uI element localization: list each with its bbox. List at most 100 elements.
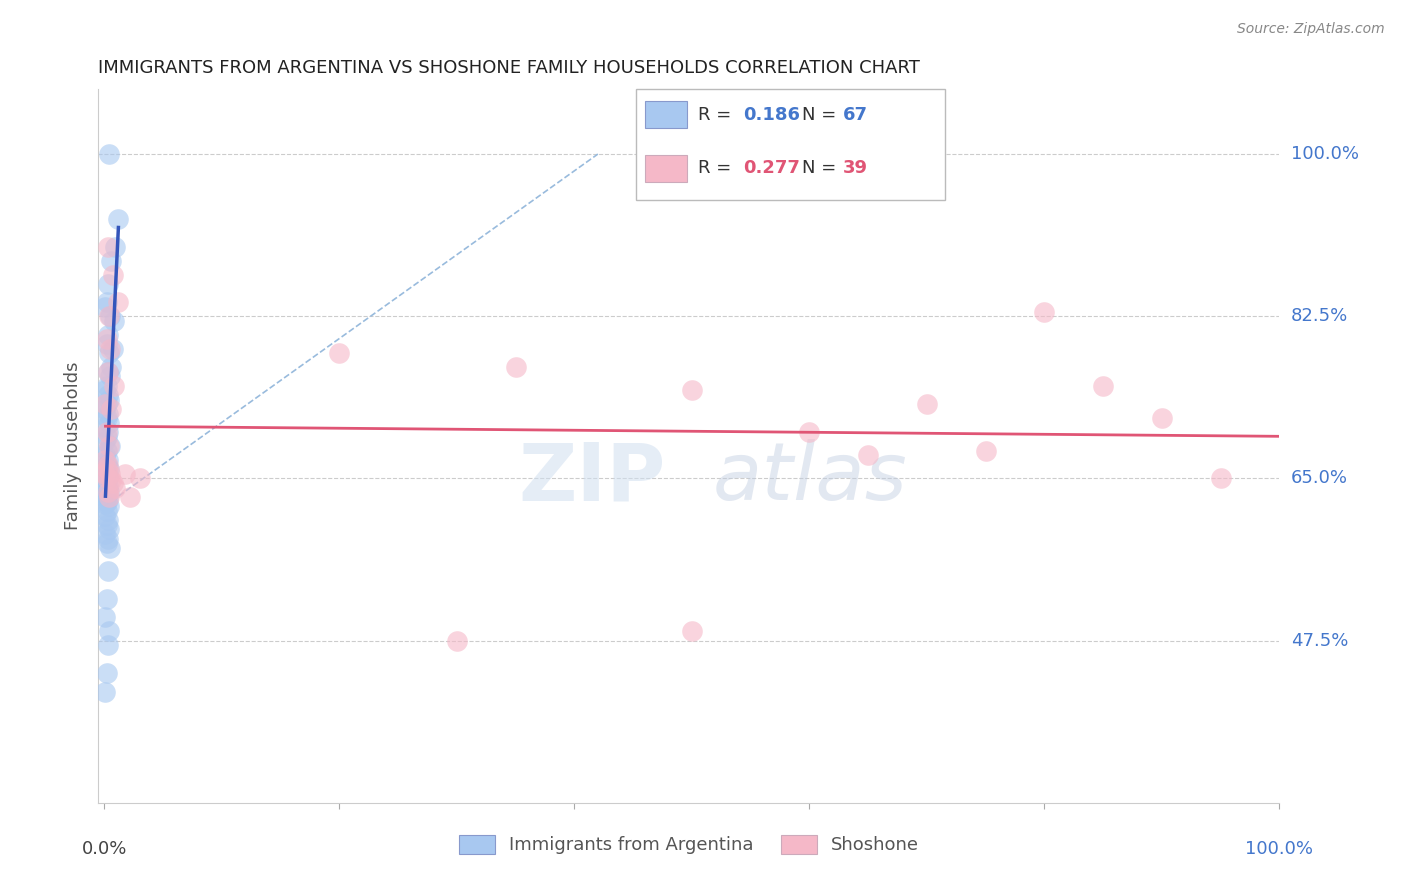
Point xyxy=(96,425,118,439)
Point xyxy=(96,378,118,392)
Point xyxy=(96,430,118,444)
Point xyxy=(94,397,117,411)
Point xyxy=(103,314,125,328)
Point xyxy=(97,388,120,402)
Point xyxy=(101,342,124,356)
Point xyxy=(103,378,125,392)
Point xyxy=(94,508,117,523)
Point xyxy=(97,513,120,527)
Point xyxy=(98,541,121,555)
Point xyxy=(94,467,117,481)
Point xyxy=(681,624,703,639)
Point xyxy=(94,401,117,416)
Point xyxy=(94,434,117,449)
Text: N =: N = xyxy=(803,160,842,178)
Point xyxy=(120,490,142,504)
Point xyxy=(98,490,121,504)
Point xyxy=(98,624,121,639)
Point xyxy=(100,473,122,487)
Point xyxy=(799,425,821,439)
Point xyxy=(101,268,124,282)
Point xyxy=(96,333,118,347)
Point xyxy=(96,443,118,458)
Text: atlas: atlas xyxy=(713,439,907,517)
Point xyxy=(98,500,121,514)
Point xyxy=(97,327,120,342)
Point xyxy=(104,240,127,254)
Point xyxy=(96,411,118,425)
Point xyxy=(1209,471,1232,485)
Point xyxy=(96,494,118,508)
Text: R =: R = xyxy=(699,160,737,178)
Point xyxy=(94,483,117,497)
Text: 0.277: 0.277 xyxy=(744,160,800,178)
Y-axis label: Family Households: Family Households xyxy=(65,362,83,530)
Point xyxy=(100,360,122,375)
Point xyxy=(97,453,120,467)
Point xyxy=(98,310,121,324)
Point xyxy=(114,467,136,481)
Text: ZIP: ZIP xyxy=(517,439,665,517)
Point xyxy=(98,147,121,161)
Point xyxy=(328,346,350,360)
Text: 0.0%: 0.0% xyxy=(82,840,127,858)
Point xyxy=(97,469,120,483)
Text: N =: N = xyxy=(803,106,842,124)
Point xyxy=(94,610,117,624)
Point xyxy=(96,295,118,310)
Point xyxy=(94,464,117,478)
Point xyxy=(96,536,118,550)
Text: Source: ZipAtlas.com: Source: ZipAtlas.com xyxy=(1237,22,1385,37)
Point xyxy=(97,479,120,493)
Point xyxy=(97,277,120,291)
Point xyxy=(98,467,121,481)
Point xyxy=(974,443,997,458)
Text: 82.5%: 82.5% xyxy=(1291,307,1348,326)
Point xyxy=(101,476,124,491)
Point xyxy=(98,416,121,430)
Point xyxy=(97,564,120,578)
Point xyxy=(104,481,127,495)
Point xyxy=(98,310,121,324)
Point xyxy=(100,253,122,268)
Point xyxy=(1033,304,1056,318)
Point xyxy=(128,471,150,485)
Point xyxy=(97,491,120,506)
Text: 67: 67 xyxy=(842,106,868,124)
Point xyxy=(94,476,117,491)
Text: 100.0%: 100.0% xyxy=(1246,840,1313,858)
Legend: Immigrants from Argentina, Shoshone: Immigrants from Argentina, Shoshone xyxy=(451,828,927,862)
FancyBboxPatch shape xyxy=(645,155,686,182)
FancyBboxPatch shape xyxy=(645,102,686,128)
Point xyxy=(96,488,118,502)
Point xyxy=(94,684,117,698)
Point xyxy=(98,462,121,476)
Point xyxy=(97,458,120,472)
Point xyxy=(107,295,129,310)
Point xyxy=(97,485,120,500)
Text: 100.0%: 100.0% xyxy=(1291,145,1358,163)
Point xyxy=(96,462,118,476)
Point xyxy=(96,591,118,606)
Point xyxy=(96,471,118,485)
Point xyxy=(97,407,120,421)
Point xyxy=(98,439,121,453)
Point xyxy=(96,481,118,495)
Point xyxy=(96,504,118,518)
Point xyxy=(856,448,879,462)
Point xyxy=(96,337,118,351)
Point xyxy=(98,485,121,500)
Point xyxy=(97,240,120,254)
Point xyxy=(97,365,120,379)
Point xyxy=(98,346,121,360)
Point xyxy=(96,458,118,472)
Point xyxy=(446,633,468,648)
Point xyxy=(98,342,121,356)
Point xyxy=(94,471,117,485)
Text: 65.0%: 65.0% xyxy=(1291,469,1347,487)
Point xyxy=(98,392,121,407)
Point xyxy=(96,666,118,681)
Point xyxy=(107,211,129,226)
Point xyxy=(98,369,121,384)
Point xyxy=(100,401,122,416)
